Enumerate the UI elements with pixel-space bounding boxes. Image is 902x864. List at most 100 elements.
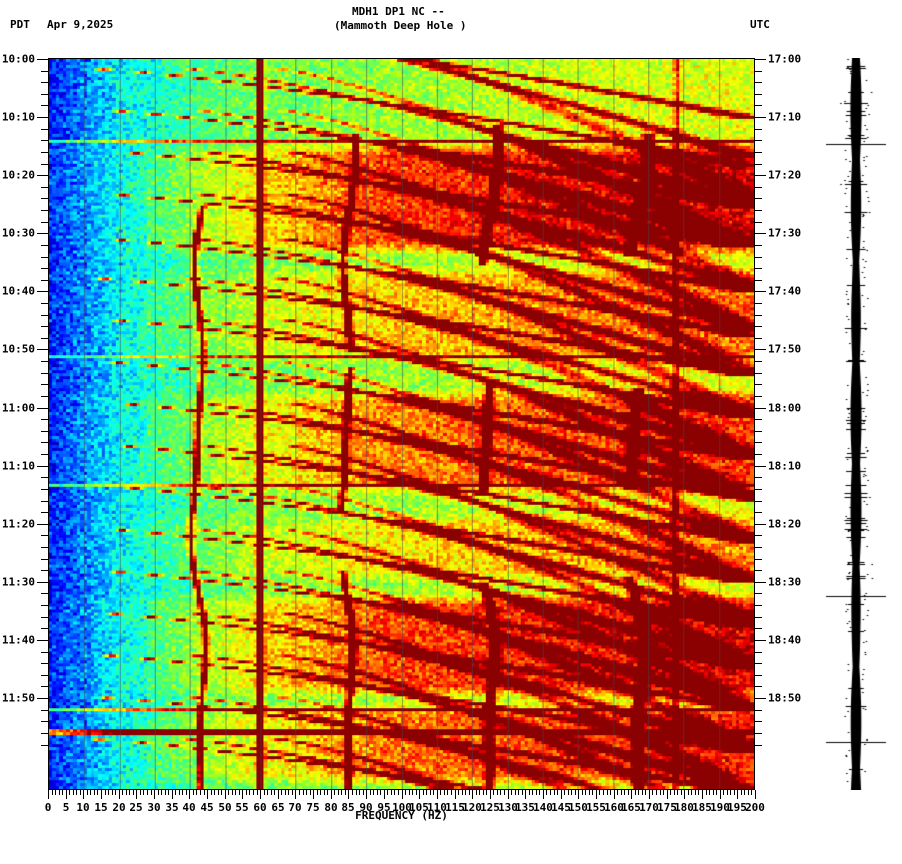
freq-tick-minor bbox=[430, 790, 431, 795]
freq-tick-label: 105 bbox=[409, 801, 429, 814]
record-date: Apr 9,2025 bbox=[47, 18, 114, 31]
time-tick-label: 18:20 bbox=[768, 517, 802, 531]
time-tick-minor bbox=[755, 512, 762, 513]
freq-tick-minor bbox=[126, 790, 127, 795]
freq-tick-minor bbox=[440, 790, 441, 795]
time-tick-minor bbox=[41, 605, 48, 606]
time-tick-minor bbox=[41, 547, 48, 548]
freq-tick-minor bbox=[257, 790, 258, 795]
freq-tick-minor bbox=[617, 790, 618, 795]
time-tick-major bbox=[37, 175, 48, 176]
freq-tick-minor bbox=[359, 790, 360, 795]
freq-tick-minor bbox=[539, 790, 540, 795]
time-tick-minor bbox=[755, 617, 762, 618]
freq-tick-label: 190 bbox=[710, 801, 730, 814]
time-tick-minor bbox=[755, 489, 762, 490]
freq-tick-label: 80 bbox=[324, 801, 338, 814]
freq-tick-minor bbox=[557, 790, 558, 795]
freq-tick-minor bbox=[656, 790, 657, 795]
freq-tick-minor bbox=[267, 790, 268, 795]
time-tick-minor bbox=[41, 129, 48, 130]
freq-tick-minor bbox=[391, 790, 392, 795]
time-tick-minor bbox=[41, 187, 48, 188]
freq-tick-minor bbox=[599, 790, 600, 795]
time-tick-minor bbox=[41, 721, 48, 722]
freq-tick-minor bbox=[426, 790, 427, 795]
freq-tick-major bbox=[66, 790, 67, 799]
time-tick-minor bbox=[755, 373, 762, 374]
timezone-label-left: PDT bbox=[10, 18, 30, 31]
freq-tick-minor bbox=[610, 790, 611, 795]
freq-tick-major bbox=[331, 790, 332, 799]
freq-tick-major bbox=[737, 790, 738, 799]
time-tick-major bbox=[37, 233, 48, 234]
time-tick-minor bbox=[41, 198, 48, 199]
freq-tick-major bbox=[419, 790, 420, 799]
freq-tick-minor bbox=[373, 790, 374, 795]
time-tick-minor bbox=[41, 82, 48, 83]
freq-tick-label: 130 bbox=[498, 801, 518, 814]
freq-tick-minor bbox=[140, 790, 141, 795]
freq-tick-minor bbox=[458, 790, 459, 795]
time-tick-major bbox=[37, 582, 48, 583]
freq-tick-label: 170 bbox=[639, 801, 659, 814]
freq-tick-minor bbox=[211, 790, 212, 795]
freq-tick-major bbox=[437, 790, 438, 799]
freq-tick-major bbox=[260, 790, 261, 799]
freq-tick-major bbox=[525, 790, 526, 799]
time-tick-minor bbox=[41, 396, 48, 397]
freq-tick-minor bbox=[324, 790, 325, 795]
freq-tick-label: 60 bbox=[253, 801, 267, 814]
freq-tick-minor bbox=[288, 790, 289, 795]
time-tick-minor bbox=[41, 710, 48, 711]
time-tick-minor bbox=[41, 361, 48, 362]
freq-tick-major bbox=[614, 790, 615, 799]
freq-tick-label: 20 bbox=[112, 801, 126, 814]
freq-tick-label: 155 bbox=[586, 801, 606, 814]
time-tick-minor bbox=[41, 442, 48, 443]
time-tick-minor bbox=[755, 82, 762, 83]
freq-tick-minor bbox=[589, 790, 590, 795]
time-tick-minor bbox=[41, 315, 48, 316]
freq-tick-label: 145 bbox=[551, 801, 571, 814]
time-tick-label: 17:00 bbox=[768, 52, 802, 66]
time-tick-major bbox=[755, 291, 766, 292]
time-tick-major bbox=[755, 117, 766, 118]
freq-tick-label: 175 bbox=[657, 801, 677, 814]
time-tick-major bbox=[755, 640, 766, 641]
freq-tick-label: 195 bbox=[727, 801, 747, 814]
freq-tick-label: 0 bbox=[44, 801, 52, 814]
freq-tick-minor bbox=[409, 790, 410, 795]
freq-tick-minor bbox=[214, 790, 215, 795]
freq-tick-minor bbox=[592, 790, 593, 795]
time-tick-minor bbox=[41, 454, 48, 455]
freq-tick-minor bbox=[158, 790, 159, 795]
freq-tick-major bbox=[472, 790, 473, 799]
time-tick-minor bbox=[41, 570, 48, 571]
freq-tick-minor bbox=[334, 790, 335, 795]
freq-tick-major bbox=[702, 790, 703, 799]
time-tick-label: 18:00 bbox=[768, 401, 802, 415]
station-name-title: (Mammoth Deep Hole ) bbox=[334, 19, 467, 32]
freq-tick-minor bbox=[405, 790, 406, 795]
time-tick-minor bbox=[41, 303, 48, 304]
freq-tick-major bbox=[543, 790, 544, 799]
time-tick-major bbox=[755, 582, 766, 583]
time-tick-minor bbox=[41, 94, 48, 95]
freq-tick-major bbox=[189, 790, 190, 799]
freq-tick-major bbox=[649, 790, 650, 799]
freq-tick-minor bbox=[751, 790, 752, 795]
time-tick-minor bbox=[755, 501, 762, 502]
time-tick-major bbox=[37, 117, 48, 118]
freq-tick-minor bbox=[716, 790, 717, 795]
time-tick-major bbox=[755, 408, 766, 409]
freq-tick-minor bbox=[451, 790, 452, 795]
freq-tick-label: 160 bbox=[604, 801, 624, 814]
time-tick-label: 17:40 bbox=[768, 284, 802, 298]
time-tick-major bbox=[755, 233, 766, 234]
freq-tick-major bbox=[119, 790, 120, 799]
time-axis-pdt: 10:00 10:10 10:20 10:30 10:40 10:50 11:00 11:10… bbox=[0, 53, 48, 790]
spectrogram-image[interactable] bbox=[49, 59, 754, 789]
freq-tick-minor bbox=[412, 790, 413, 795]
freq-tick-minor bbox=[303, 790, 304, 795]
